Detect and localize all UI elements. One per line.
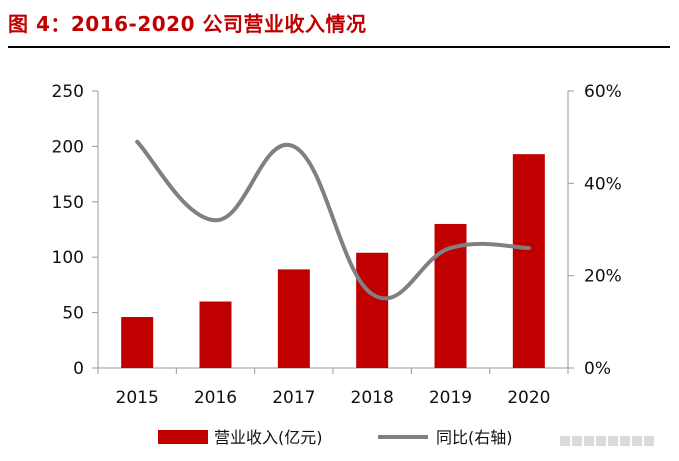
right-tick-label: 60% [584,82,622,102]
x-tick-label: 2017 [272,388,315,408]
x-tick-label: 2020 [507,388,550,408]
legend-label-revenue: 营业收入(亿元) [214,428,323,447]
x-tick-label: 2019 [429,388,472,408]
x-tick-label: 2015 [116,388,159,408]
legend: 营业收入(亿元) 同比(右轴) [158,428,513,447]
bar-series [121,154,545,368]
title-divider [8,46,670,48]
right-tick-label: 40% [584,174,622,194]
revenue-bar [121,317,154,368]
left-tick-label: 50 [62,304,84,324]
revenue-bar [512,154,545,368]
left-axis-ticks: 0 50 100 150 200 250 [52,82,98,379]
left-tick-label: 100 [52,248,84,268]
x-tick-label: 2016 [194,388,237,408]
left-tick-label: 200 [52,137,84,157]
x-tick-label: 2018 [351,388,394,408]
axes [97,91,569,369]
revenue-bar [199,301,232,368]
right-tick-label: 20% [584,267,622,287]
left-tick-label: 250 [52,82,84,102]
right-axis-ticks: 0% 20% 40% 60% [568,82,622,379]
yoy-growth-line [135,139,531,301]
x-axis-ticks: 2015 2016 2017 2018 2019 2020 [97,368,569,408]
legend-swatch-revenue [158,430,208,444]
watermark-mosaic [560,430,672,454]
legend-label-yoy: 同比(右轴) [436,428,513,447]
left-tick-label: 0 [73,359,84,379]
revenue-bar [277,269,310,368]
left-tick-label: 150 [52,193,84,213]
right-tick-label: 0% [584,359,611,379]
line-series [135,139,531,301]
revenue-bar [356,252,389,368]
chart-title: 图 4：2016-2020 公司营业收入情况 [8,12,367,36]
